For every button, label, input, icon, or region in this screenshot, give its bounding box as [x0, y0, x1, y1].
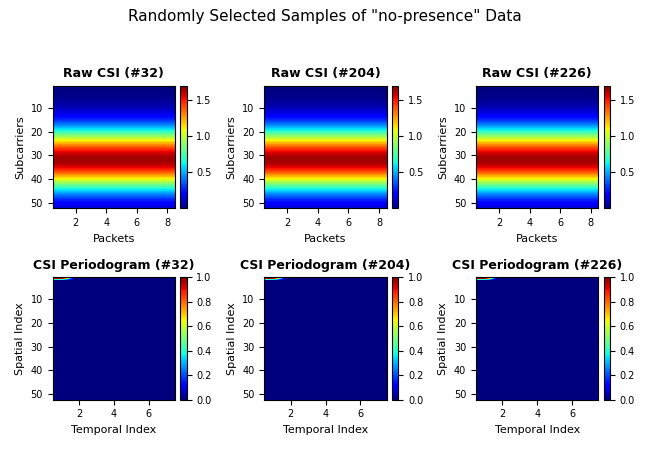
X-axis label: Temporal Index: Temporal Index	[72, 425, 157, 435]
Y-axis label: Spatial Index: Spatial Index	[438, 302, 448, 375]
Title: CSI Periodogram (#32): CSI Periodogram (#32)	[33, 259, 194, 272]
X-axis label: Packets: Packets	[516, 234, 558, 244]
X-axis label: Temporal Index: Temporal Index	[495, 425, 580, 435]
Y-axis label: Subcarriers: Subcarriers	[15, 115, 25, 179]
Y-axis label: Subcarriers: Subcarriers	[227, 115, 237, 179]
Title: Raw CSI (#204): Raw CSI (#204)	[270, 68, 380, 81]
Title: Raw CSI (#32): Raw CSI (#32)	[64, 68, 164, 81]
Text: Randomly Selected Samples of "no-presence" Data: Randomly Selected Samples of "no-presenc…	[128, 9, 522, 24]
X-axis label: Temporal Index: Temporal Index	[283, 425, 368, 435]
Title: CSI Periodogram (#226): CSI Periodogram (#226)	[452, 259, 622, 272]
Title: Raw CSI (#226): Raw CSI (#226)	[482, 68, 592, 81]
Title: CSI Periodogram (#204): CSI Periodogram (#204)	[240, 259, 411, 272]
Y-axis label: Spatial Index: Spatial Index	[15, 302, 25, 375]
X-axis label: Packets: Packets	[93, 234, 135, 244]
Y-axis label: Spatial Index: Spatial Index	[227, 302, 237, 375]
Y-axis label: Subcarriers: Subcarriers	[438, 115, 448, 179]
X-axis label: Packets: Packets	[304, 234, 346, 244]
